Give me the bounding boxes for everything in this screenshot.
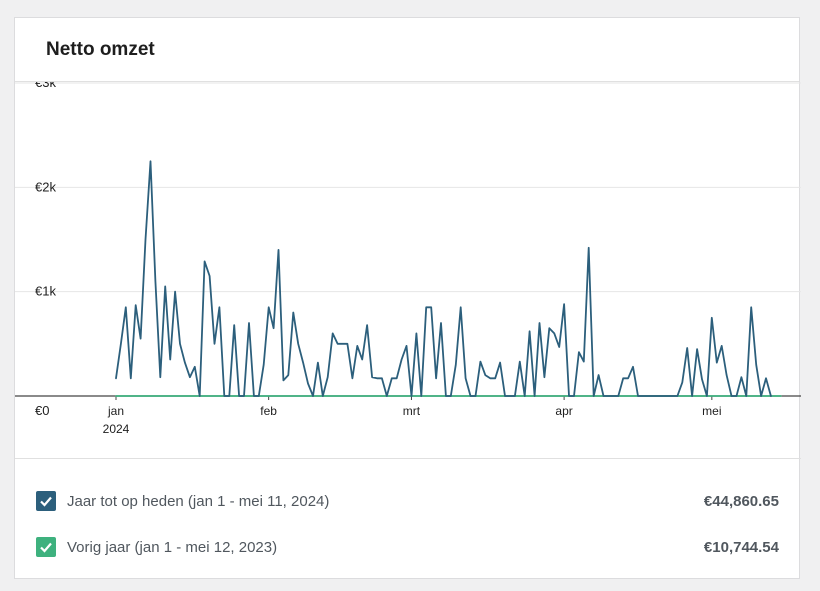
legend-checkbox-previous-year[interactable]: [36, 537, 56, 557]
legend-item-previous-year[interactable]: Vorig jaar (jan 1 - mei 12, 2023) €10,74…: [36, 535, 779, 559]
legend-value-previous-year: €10,744.54: [703, 538, 779, 556]
series-line-current-year: [115, 160, 772, 397]
legend-checkbox-current-year[interactable]: [36, 491, 56, 511]
x-tick-label: apr: [555, 404, 572, 418]
y-tick-label: €0: [35, 403, 49, 418]
card-header: Netto omzet: [15, 18, 799, 82]
legend-label-previous-year: Vorig jaar (jan 1 - mei 12, 2023): [67, 538, 278, 556]
legend-label-current-year: Jaar tot op heden (jan 1 - mei 11, 2024): [67, 492, 330, 510]
legend: Jaar tot op heden (jan 1 - mei 11, 2024)…: [15, 458, 801, 580]
line-chart: €0 €1k €2k €3k jan 2024 feb mrt apr mei: [15, 75, 801, 436]
x-tick-label: feb: [260, 404, 277, 418]
y-tick-label: €2k: [35, 179, 56, 194]
x-tick-label: jan: [107, 404, 124, 418]
card-title: Netto omzet: [46, 38, 155, 60]
net-sales-card: Netto omzet €0 €1k €2k €3k jan 2024 feb mrt apr m…: [14, 17, 801, 580]
y-tick-label: €3k: [35, 82, 56, 90]
chart-area: €0 €1k €2k €3k jan 2024 feb mrt apr mei: [15, 75, 801, 458]
check-icon: [40, 542, 52, 553]
x-tick-label: mrt: [403, 404, 421, 418]
x-tick-label: mei: [702, 404, 721, 418]
x-tick-sublabel: 2024: [103, 422, 130, 436]
check-icon: [40, 496, 52, 507]
legend-item-current-year[interactable]: Jaar tot op heden (jan 1 - mei 11, 2024)…: [36, 489, 779, 513]
legend-value-current-year: €44,860.65: [703, 492, 779, 510]
y-tick-label: €1k: [35, 284, 56, 299]
